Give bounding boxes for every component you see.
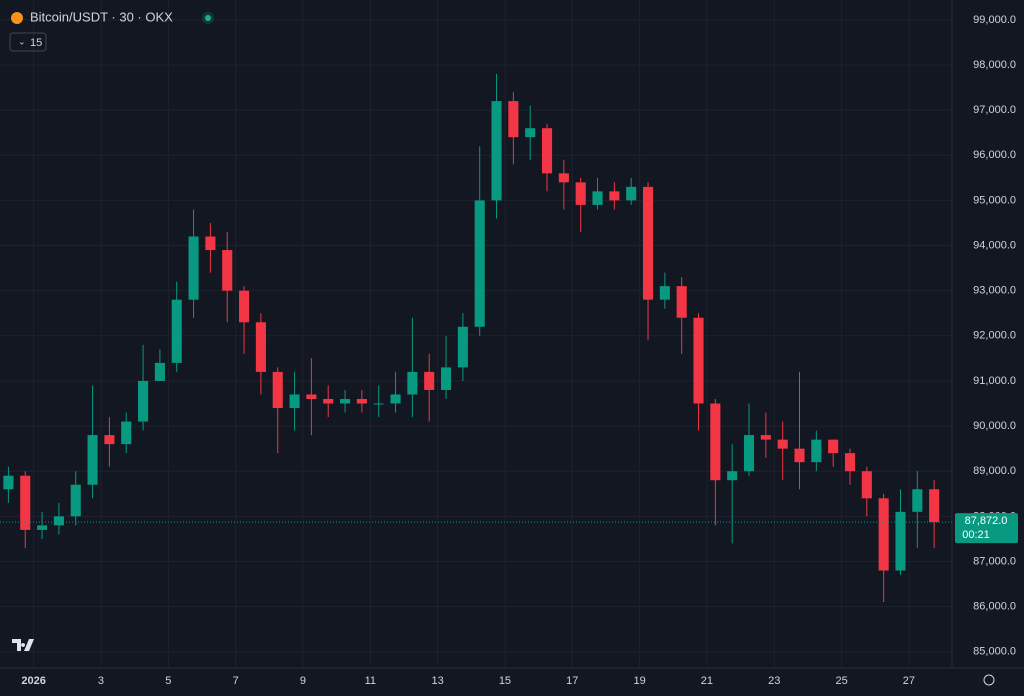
candle-body [861,471,872,499]
y-tick-label: 87,000.0 [973,555,1016,567]
candle-body [760,435,771,440]
candle-body [323,398,334,404]
x-tick-label: 11 [365,675,376,687]
candle-body [609,191,620,201]
candle-body [289,394,300,409]
candle-body [440,367,452,390]
y-tick-label: 97,000.0 [973,104,1016,116]
y-tick-label: 95,000.0 [973,194,1016,206]
x-tick-label: 27 [903,675,915,687]
candle-body [474,200,485,327]
candle-body [37,525,48,530]
x-tick-label: 25 [835,675,847,687]
candle-body [592,191,603,205]
candle-body [895,511,906,571]
candle-body [154,362,165,381]
candle-body [811,439,822,463]
x-tick-label: 17 [566,675,578,687]
candle-body [642,186,654,300]
candle-body [188,236,199,300]
candle-body [407,371,418,395]
candle-body [138,380,149,422]
candle-body [541,128,553,174]
candle-body [508,101,519,138]
candle-body [912,489,923,512]
candle-body [777,439,788,449]
x-tick-label: 9 [300,675,306,687]
x-tick-label: 23 [768,675,780,687]
y-tick-label: 90,000.0 [973,420,1016,432]
y-tick-label: 94,000.0 [973,239,1016,251]
candle-body [53,516,64,526]
candle-body [390,394,401,404]
y-tick-label: 85,000.0 [973,646,1016,658]
x-tick-label: 3 [98,675,104,687]
last-price-label: 87,872.0 [965,515,1008,527]
candle-body [3,475,14,490]
candle-body [626,186,637,201]
y-tick-label: 96,000.0 [973,149,1016,161]
x-tick-label: 2026 [21,675,45,687]
candle-body [373,403,384,405]
candle-body [356,398,367,404]
candle-body [575,182,586,205]
candle-body [20,475,31,530]
x-tick-label: 5 [165,675,171,687]
candle-body [171,299,182,363]
countdown: 00:21 [962,529,990,541]
candle-body [743,435,755,472]
y-tick-label: 86,000.0 [973,601,1016,613]
candle-body [70,484,81,517]
candle-body [222,250,233,291]
candle-body [558,173,569,183]
candle-body [659,286,670,300]
x-tick-label: 21 [701,675,713,687]
candle-body [121,421,132,445]
chevron: ⌄ [18,36,26,46]
y-tick-label: 89,000.0 [973,465,1016,477]
candle-body [457,326,468,368]
candle-body [878,498,889,571]
candle-body [693,317,704,404]
candle-body [929,489,940,523]
x-tick-label: 7 [233,675,239,687]
candle-body [424,371,435,390]
y-tick-label: 92,000.0 [973,330,1016,342]
y-tick-label: 98,000.0 [973,59,1016,71]
x-tick-label: 13 [431,675,443,687]
y-tick-label: 99,000.0 [973,14,1016,26]
candle-body [491,101,502,201]
candle-body [828,439,839,454]
settings-icon[interactable] [983,674,995,686]
symbol-title: Bitcoin/USDT · 30 · OKX [30,9,173,24]
indicator-box[interactable] [9,32,47,52]
y-tick-label: 91,000.0 [973,375,1016,387]
y-tick-label: 93,000.0 [973,285,1016,297]
last-price-box [955,513,1018,544]
candle-body [104,435,115,445]
candle-body [205,236,216,251]
candle-body [525,128,536,138]
candle-body [676,286,687,318]
status-dot-inner [205,15,211,21]
x-tick-label: 19 [633,675,645,687]
symbol-icon [11,12,23,24]
candle-body [727,471,738,481]
tv-logo [12,639,34,651]
candle-body [272,371,283,409]
candle-body [710,403,721,481]
candle-body [87,435,98,485]
indicator-value: 15 [30,37,42,49]
candle-body [306,394,317,399]
candle-body [239,290,250,323]
candle-body [794,448,805,463]
candle-body [340,398,351,404]
candle-body [844,453,856,472]
candle-body [255,322,266,372]
x-tick-label: 15 [499,675,511,687]
